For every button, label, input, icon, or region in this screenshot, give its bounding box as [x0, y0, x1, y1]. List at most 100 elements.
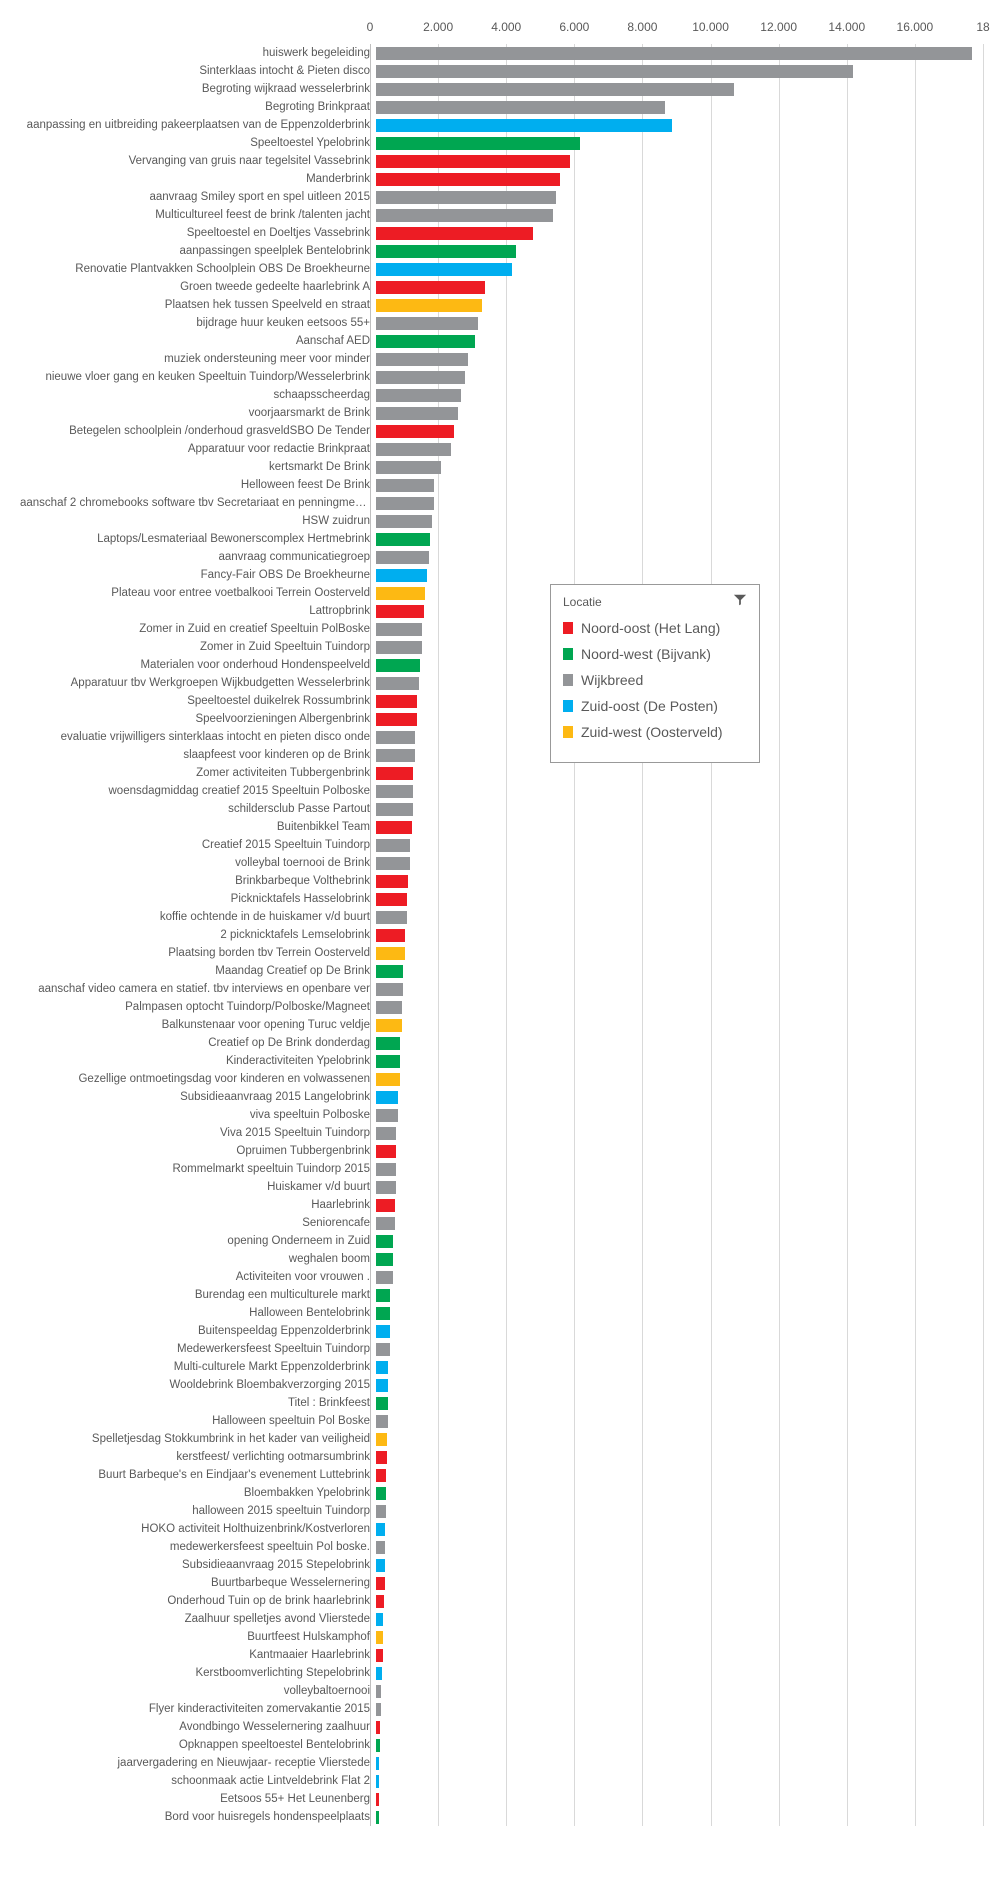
- bar: [376, 533, 430, 546]
- bar-cell: [376, 1592, 983, 1610]
- bar-label: Titel : Brinkfeest: [20, 1397, 376, 1409]
- bar-cell: [376, 998, 983, 1016]
- bar: [376, 569, 427, 582]
- bar-cell: [376, 926, 983, 944]
- bar-row: Renovatie Plantvakken Schoolplein OBS De…: [20, 260, 983, 278]
- bar-row: Seniorencafe: [20, 1214, 983, 1232]
- bar-row: Eetsoos 55+ Het Leunenberg: [20, 1790, 983, 1808]
- bar: [376, 1271, 393, 1284]
- bar: [376, 1343, 390, 1356]
- bar-label: Halloween Bentelobrink: [20, 1307, 376, 1319]
- bar-row: Activiteiten voor vrouwen .: [20, 1268, 983, 1286]
- bar-row: weghalen boom: [20, 1250, 983, 1268]
- legend-item[interactable]: Wijkbreed: [563, 672, 747, 688]
- bar-cell: [376, 1412, 983, 1430]
- bar-row: Multi-culturele Markt Eppenzolderbrink: [20, 1358, 983, 1376]
- bar-label: bijdrage huur keuken eetsoos 55+: [20, 317, 376, 329]
- bar-label: Rommelmarkt speeltuin Tuindorp 2015: [20, 1163, 376, 1175]
- bar-label: Speeltoestel Ypelobrink: [20, 137, 376, 149]
- bar-cell: [376, 1178, 983, 1196]
- legend-item[interactable]: Zuid-oost (De Posten): [563, 698, 747, 714]
- bar-row: Opknappen speeltoestel Bentelobrink: [20, 1736, 983, 1754]
- bar-label: Aanschaf AED: [20, 335, 376, 347]
- bar-row: nieuwe vloer gang en keuken Speeltuin Tu…: [20, 368, 983, 386]
- bar: [376, 947, 405, 960]
- bar-label: kerstfeest/ verlichting ootmarsumbrink: [20, 1451, 376, 1463]
- bar-row: huiswerk begeleiding: [20, 44, 983, 62]
- bar-label: Picknicktafels Hasselobrink: [20, 893, 376, 905]
- bar: [376, 587, 425, 600]
- legend-item[interactable]: Zuid-west (Oosterveld): [563, 724, 747, 740]
- bar-row: Kantmaaier Haarlebrink: [20, 1646, 983, 1664]
- bar: [376, 191, 556, 204]
- x-axis-tick: 18: [976, 20, 989, 34]
- bar-label: Subsidieaanvraag 2015 Langelobrink: [20, 1091, 376, 1103]
- bar-label: Eetsoos 55+ Het Leunenberg: [20, 1793, 376, 1805]
- x-axis-tick: 6.000: [559, 20, 589, 34]
- bar-label: schaapsscheerdag: [20, 389, 376, 401]
- bar-label: HOKO activiteit Holthuizenbrink/Kostverl…: [20, 1523, 376, 1535]
- filter-icon[interactable]: [733, 593, 747, 610]
- bar-cell: [376, 1142, 983, 1160]
- bar-cell: [376, 1556, 983, 1574]
- bar-cell: [376, 350, 983, 368]
- bar-label: huiswerk begeleiding: [20, 47, 376, 59]
- bar-cell: [376, 548, 983, 566]
- bar-cell: [376, 1322, 983, 1340]
- bar-cell: [376, 566, 983, 584]
- bar-cell: [376, 80, 983, 98]
- bar: [376, 371, 465, 384]
- bar-label: Bord voor huisregels hondenspeelplaats: [20, 1811, 376, 1823]
- gridline: [983, 44, 984, 1826]
- bar: [376, 479, 434, 492]
- bar: [376, 1253, 393, 1266]
- bar-cell: [376, 476, 983, 494]
- bar: [376, 803, 413, 816]
- legend-item[interactable]: Noord-oost (Het Lang): [563, 620, 747, 636]
- bar-cell: [376, 1070, 983, 1088]
- bar-label: Gezellige ontmoetingsdag voor kinderen e…: [20, 1073, 376, 1085]
- bar-cell: [376, 260, 983, 278]
- bar-row: aanvraag Smiley sport en spel uitleen 20…: [20, 188, 983, 206]
- bar: [376, 767, 413, 780]
- bar-label: Manderbrink: [20, 173, 376, 185]
- bar-cell: [376, 116, 983, 134]
- bar-label: Flyer kinderactiviteiten zomervakantie 2…: [20, 1703, 376, 1715]
- bar-row: Medewerkersfeest Speeltuin Tuindorp: [20, 1340, 983, 1358]
- bar-row: Speeltoestel duikelrek Rossumbrink: [20, 692, 983, 710]
- bar-label: Haarlebrink: [20, 1199, 376, 1211]
- bar-row: schaapsscheerdag: [20, 386, 983, 404]
- bar: [376, 407, 458, 420]
- bar: [376, 1415, 388, 1428]
- bar-row: Subsidieaanvraag 2015 Stepelobrink: [20, 1556, 983, 1574]
- bar-label: Sinterklaas intocht & Pieten disco: [20, 65, 376, 77]
- bar-row: HSW zuidrun: [20, 512, 983, 530]
- bar-cell: [376, 458, 983, 476]
- bar-label: Opknappen speeltoestel Bentelobrink: [20, 1739, 376, 1751]
- bar-label: Helloween feest De Brink: [20, 479, 376, 491]
- bar-cell: [376, 98, 983, 116]
- bar-cell: [376, 1088, 983, 1106]
- bar: [376, 1577, 385, 1590]
- legend-label: Noord-west (Bijvank): [581, 646, 711, 662]
- bar-row: Plaatsen hek tussen Speelveld en straat: [20, 296, 983, 314]
- bar-row: Apparatuur voor redactie Brinkpraat: [20, 440, 983, 458]
- bar-row: Speeltoestel en Doeltjes Vassebrink: [20, 224, 983, 242]
- bar-cell: [376, 296, 983, 314]
- bar-row: aanpassing en uitbreiding pakeerplaatsen…: [20, 116, 983, 134]
- bar-cell: [376, 1034, 983, 1052]
- bar-label: Apparatuur tbv Werkgroepen Wijkbudgetten…: [20, 677, 376, 689]
- bar-row: muziek ondersteuning meer voor minder: [20, 350, 983, 368]
- bar-label: Buurt Barbeque's en Eindjaar's evenement…: [20, 1469, 376, 1481]
- bar: [376, 389, 461, 402]
- bar: [376, 1541, 385, 1554]
- bar-row: HOKO activiteit Holthuizenbrink/Kostverl…: [20, 1520, 983, 1538]
- bar-cell: [376, 1268, 983, 1286]
- bar: [376, 1721, 380, 1734]
- bar-row: Sinterklaas intocht & Pieten disco: [20, 62, 983, 80]
- legend-item[interactable]: Noord-west (Bijvank): [563, 646, 747, 662]
- bar: [376, 281, 485, 294]
- legend-title: Locatie: [563, 595, 602, 609]
- bar: [376, 101, 665, 114]
- bar-cell: [376, 170, 983, 188]
